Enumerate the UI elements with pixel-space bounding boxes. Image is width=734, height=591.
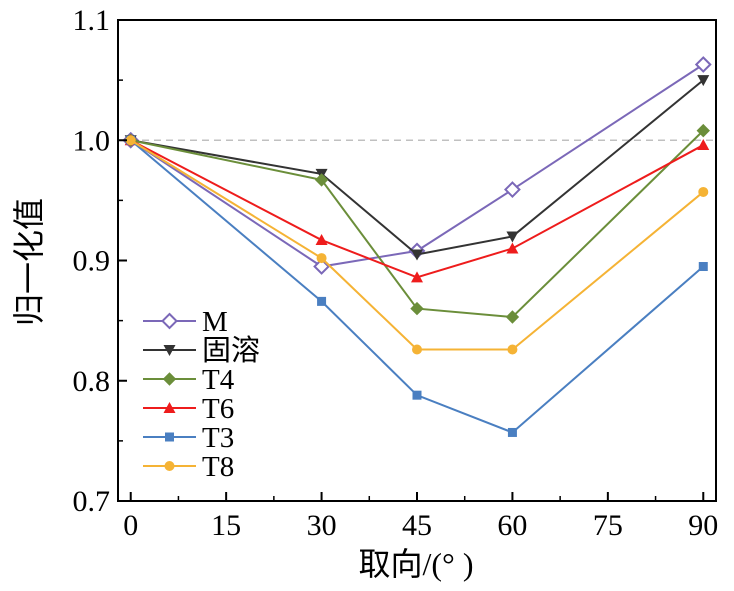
y-tick-label: 0.9 [73,245,111,278]
legend-item: M [143,306,228,338]
legend-item: T4 [143,364,235,396]
series-1 [122,56,712,275]
data-point [315,234,328,246]
x-axis-title: 取向/(° ) [358,546,473,582]
data-point [317,296,327,306]
data-point [697,139,710,151]
data-point [313,258,330,275]
data-point [697,75,710,87]
data-point [696,123,710,138]
data-point [410,301,424,316]
data-point [506,242,519,254]
legend-item: T6 [143,393,234,425]
legend-item: T3 [143,422,234,454]
x-tick-label: 60 [497,509,527,542]
data-point [412,344,422,355]
legend-label: T4 [202,364,235,396]
data-point [506,231,519,243]
legend-label: 固溶 [202,334,260,367]
x-tick-label: 15 [211,509,241,542]
legend-label: M [202,306,228,338]
x-tick-label: 75 [593,509,623,542]
data-point [411,249,423,261]
data-point [698,186,709,197]
data-point [504,181,521,198]
y-tick-label: 0.7 [73,485,111,518]
series-line [130,79,704,256]
data-point [507,427,517,437]
legend-marker [163,345,176,356]
legend-item: T8 [143,451,234,483]
x-tick-label: 30 [307,509,337,542]
data-point [698,262,708,272]
y-tick-label: 1.1 [73,4,111,37]
legend-label: T3 [202,422,234,454]
x-tick-label: 45 [402,509,432,542]
y-axis-title: 归一化值 [11,198,47,326]
legend-marker [165,432,174,442]
data-point [412,390,422,400]
legend-label: T6 [202,393,234,425]
series-3 [124,123,710,324]
series-6 [125,135,709,355]
series-2 [124,75,710,261]
series-line [130,129,704,319]
data-point [125,135,136,146]
legend-label: T8 [202,451,234,483]
legend-item: 固溶 [143,334,260,367]
legend-marker [162,372,177,386]
y-tick-label: 0.8 [73,365,111,398]
series-line [130,63,704,268]
x-tick-label: 0 [123,509,138,542]
data-point [314,173,329,187]
data-point [507,344,518,355]
data-point [411,271,423,283]
data-point [694,56,712,73]
data-point [316,253,327,264]
data-point [505,310,520,324]
legend-marker [163,402,176,413]
x-tick-label: 90 [688,509,718,542]
legend-marker [164,461,175,471]
y-tick-label: 1.0 [73,124,111,157]
legend-marker [161,312,178,330]
